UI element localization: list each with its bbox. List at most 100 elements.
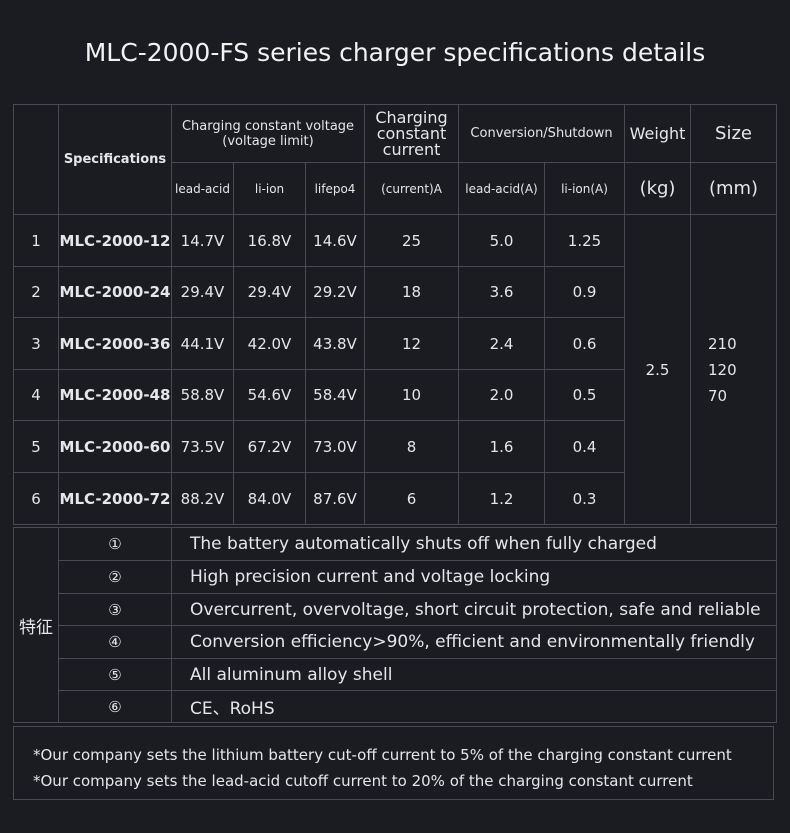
feature-number: ⑤ xyxy=(58,658,172,691)
row-lead-acid: 73.5V xyxy=(171,420,234,473)
row-index: 4 xyxy=(13,369,59,421)
size-value-2: 120 xyxy=(708,360,737,379)
feature-number: ① xyxy=(58,527,172,561)
row-conv-lead: 1.2 xyxy=(458,472,545,525)
subheader-weight-unit: (kg) xyxy=(624,162,692,215)
header-charging-current-line2: constant xyxy=(376,123,447,143)
row-lead-acid: 29.4V xyxy=(171,266,234,318)
row-lifepo4: 29.2V xyxy=(305,266,365,318)
row-conv-lead: 3.6 xyxy=(458,266,545,318)
row-model: MLC-2000-12 xyxy=(58,214,172,267)
subheader-lifepo4: lifepo4 xyxy=(305,162,365,215)
header-conversion: Conversion/Shutdown xyxy=(457,104,626,163)
subheader-current-unit: (current)A xyxy=(364,162,459,215)
feature-row: ② High precision current and voltage loc… xyxy=(14,560,777,594)
header-charging-voltage: Charging constant voltage (voltage limit… xyxy=(171,104,365,163)
features-table: 特征 ① The battery automatically shuts off… xyxy=(13,527,777,723)
table-row: 6 MLC-2000-72 88.2V 84.0V 87.6V 6 1.2 0.… xyxy=(13,472,777,525)
row-conv-li: 0.4 xyxy=(543,420,626,473)
row-lifepo4: 58.4V xyxy=(305,369,365,421)
specifications-table: Specifications Charging constant voltage… xyxy=(13,104,778,525)
row-index: 2 xyxy=(13,266,59,318)
row-current: 18 xyxy=(364,266,459,318)
page-title: MLC-2000-FS series charger specification… xyxy=(84,38,706,67)
row-index: 6 xyxy=(13,472,59,525)
note-lead-acid: *Our company sets the lead-acid cutoff c… xyxy=(33,772,693,790)
note-lithium: *Our company sets the lithium battery cu… xyxy=(33,746,732,764)
row-current: 10 xyxy=(364,369,459,421)
row-conv-li: 0.9 xyxy=(543,266,626,318)
row-model: MLC-2000-36 xyxy=(58,317,172,370)
row-index: 3 xyxy=(13,317,59,370)
feature-text: The battery automatically shuts off when… xyxy=(171,527,777,561)
row-conv-li: 1.25 xyxy=(543,214,626,267)
feature-row: ⑥ CE、RoHS xyxy=(14,690,777,723)
row-lifepo4: 87.6V xyxy=(305,472,365,525)
row-lead-acid: 88.2V xyxy=(171,472,234,525)
subheader-li-ion: li-ion xyxy=(233,162,306,215)
feature-text: Conversion efficiency>90%, efficient and… xyxy=(171,625,777,659)
row-lead-acid: 14.7V xyxy=(171,214,234,267)
features-label: 特征 xyxy=(13,527,59,723)
table-row: 3 MLC-2000-36 44.1V 42.0V 43.8V 12 2.4 0… xyxy=(13,317,777,370)
header-charging-voltage-line2: (voltage limit) xyxy=(222,133,314,149)
row-li-ion: 67.2V xyxy=(233,420,306,473)
feature-row: 特征 ① The battery automatically shuts off… xyxy=(13,527,777,723)
row-current: 12 xyxy=(364,317,459,370)
row-li-ion: 54.6V xyxy=(233,369,306,421)
row-current: 25 xyxy=(364,214,459,267)
table-row: 4 MLC-2000-48 58.8V 54.6V 58.4V 10 2.0 0… xyxy=(13,369,777,421)
row-conv-li: 0.5 xyxy=(543,369,626,421)
header-charging-voltage-line1: Charging constant voltage xyxy=(181,118,355,134)
subheader-conv-li-ion: li-ion(A) xyxy=(543,162,626,215)
table-row: 2 MLC-2000-24 29.4V 29.4V 29.2V 18 3.6 0… xyxy=(13,266,777,318)
header-size: Size xyxy=(690,104,778,163)
feature-row: ⑤ All aluminum alloy shell xyxy=(14,658,777,691)
subheader-conv-lead-acid: lead-acid(A) xyxy=(458,162,545,215)
feature-text: All aluminum alloy shell xyxy=(171,658,777,691)
weight-value: 2.5 xyxy=(624,214,692,525)
row-conv-lead: 2.4 xyxy=(458,317,545,370)
row-current: 6 xyxy=(364,472,459,525)
feature-number: ④ xyxy=(58,625,172,659)
feature-text: CE、RoHS xyxy=(171,690,777,723)
feature-number: ② xyxy=(58,560,172,594)
header-charging-current: Charging constant current xyxy=(364,104,459,163)
header-charging-current-line3: current xyxy=(382,139,441,159)
feature-text: High precision current and voltage locki… xyxy=(171,560,777,594)
feature-row: ④ Conversion efficiency>90%, efficient a… xyxy=(14,625,777,659)
feature-text: Overcurrent, overvoltage, short circuit … xyxy=(171,593,777,626)
row-lead-acid: 58.8V xyxy=(171,369,234,421)
notes-box: *Our company sets the lithium battery cu… xyxy=(13,726,774,800)
row-model: MLC-2000-24 xyxy=(58,266,172,318)
row-index: 1 xyxy=(13,214,59,267)
table-row: 1 MLC-2000-12 14.7V 16.8V 14.6V 25 5.0 1… xyxy=(13,214,778,525)
header-charging-current-line1: Charging xyxy=(375,107,448,127)
row-conv-li: 0.6 xyxy=(543,317,626,370)
size-value-3: 70 xyxy=(708,386,728,405)
row-lifepo4: 43.8V xyxy=(305,317,365,370)
header-weight: Weight xyxy=(624,104,692,163)
row-lifepo4: 73.0V xyxy=(305,420,365,473)
size-values: 210 120 70 xyxy=(690,214,778,525)
subheader-lead-acid: lead-acid xyxy=(171,162,234,215)
row-li-ion: 29.4V xyxy=(233,266,306,318)
row-li-ion: 42.0V xyxy=(233,317,306,370)
row-model: MLC-2000-72 xyxy=(58,472,172,525)
feature-number: ⑥ xyxy=(58,690,172,723)
row-li-ion: 84.0V xyxy=(233,472,306,525)
row-conv-lead: 1.6 xyxy=(458,420,545,473)
feature-number: ③ xyxy=(58,593,172,626)
header-index xyxy=(13,104,59,215)
row-li-ion: 16.8V xyxy=(233,214,306,267)
row-conv-lead: 5.0 xyxy=(458,214,545,267)
subheader-size-unit: (mm) xyxy=(690,162,778,215)
header-specifications: Specifications xyxy=(58,104,172,215)
feature-row: ③ Overcurrent, overvoltage, short circui… xyxy=(14,593,777,626)
row-conv-lead: 2.0 xyxy=(458,369,545,421)
row-index: 5 xyxy=(13,420,59,473)
row-lifepo4: 14.6V xyxy=(305,214,365,267)
size-value-1: 210 xyxy=(708,334,737,353)
row-model: MLC-2000-48 xyxy=(58,369,172,421)
row-lead-acid: 44.1V xyxy=(171,317,234,370)
